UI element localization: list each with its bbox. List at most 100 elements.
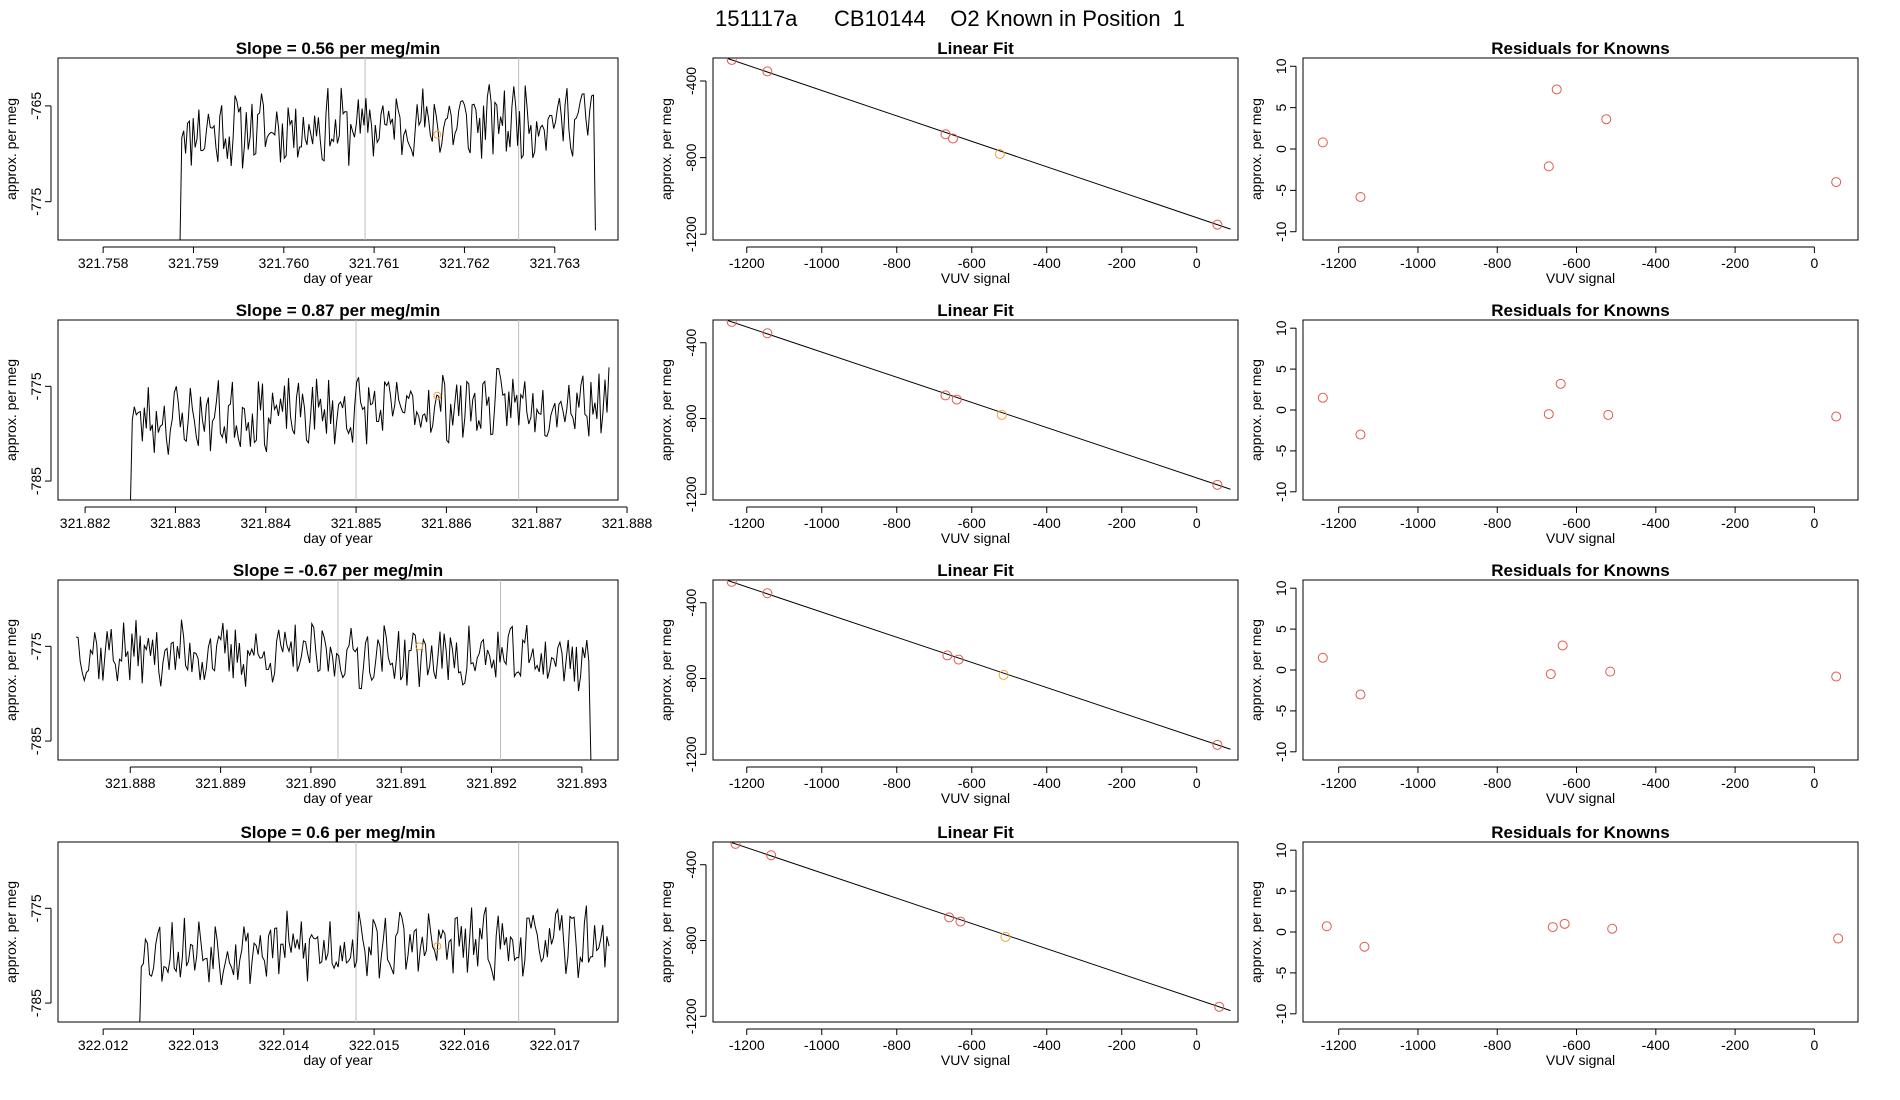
x-tick-label: 0: [1810, 775, 1818, 791]
x-tick-label: -1200: [1321, 775, 1357, 791]
x-tick-label: 321.758: [78, 255, 129, 271]
plot-area: [726, 320, 1231, 490]
plot-frame: [1302, 319, 1859, 501]
highlight-point: [998, 669, 1009, 680]
plot-frame: [57, 841, 619, 1023]
y-tick-label: -775: [28, 894, 44, 922]
signal-trace: [139, 905, 610, 1022]
data-point: [1831, 411, 1842, 422]
x-tick-label: 322.014: [259, 1037, 310, 1053]
x-axis-label: VUV signal: [1546, 270, 1615, 286]
x-tick-label: -1200: [729, 255, 765, 271]
data-point: [1317, 137, 1328, 148]
y-tick-label: -400: [683, 589, 699, 617]
plot-area: [1317, 378, 1842, 440]
plot-area: [179, 58, 596, 240]
y-tick-label: -5: [1273, 966, 1289, 979]
panel-title: Residuals for Knowns: [1491, 561, 1670, 580]
highlight-point: [433, 391, 442, 400]
highlight-point: [415, 642, 424, 651]
x-tick-label: -1200: [729, 775, 765, 791]
time-series-panel-row-2: Slope = 0.87 per meg/min 321.882 321.883 32…: [3, 301, 653, 546]
data-point: [942, 650, 953, 661]
x-tick-label: -200: [1721, 515, 1749, 531]
x-tick-label: -400: [1642, 515, 1670, 531]
x-axis-label: VUV signal: [941, 1052, 1010, 1068]
data-point: [726, 320, 737, 327]
data-point: [1317, 652, 1328, 663]
x-tick-label: 322.016: [439, 1037, 490, 1053]
plot-frame: [712, 57, 1239, 241]
x-tick-label: 321.761: [349, 255, 400, 271]
data-point: [944, 912, 955, 923]
panel-title: Linear Fit: [937, 301, 1014, 320]
linear-fit-panel-row-1: Linear Fit -1200 -1000 -800 -600 -400 -200 0 VUV…: [658, 39, 1239, 286]
x-tick-label: 321.763: [529, 255, 580, 271]
panel-title: Slope = 0.87 per meg/min: [236, 301, 441, 320]
residuals-panel-row-2: Residuals for Knowns-1200 -1000 -800 -600 -4…: [1248, 301, 1859, 546]
x-tick-label: -600: [958, 515, 986, 531]
data-point: [940, 390, 951, 401]
plot-area: [726, 58, 1231, 230]
signal-trace: [179, 84, 596, 240]
y-tick-label: -800: [683, 926, 699, 954]
y-tick-label: -5: [1273, 444, 1289, 457]
x-tick-label: 321.889: [195, 775, 246, 791]
x-tick-label: 321.759: [168, 255, 219, 271]
x-tick-label: -400: [1642, 1037, 1670, 1053]
linear-fit-panel-row-3: Linear Fit -1200 -1000 -800 -600 -400 -200 0 VUV…: [658, 561, 1239, 806]
y-tick-label: 0: [1273, 145, 1289, 153]
y-tick-label: -400: [683, 329, 699, 357]
x-tick-label: 0: [1193, 775, 1201, 791]
x-tick-label: -800: [1483, 515, 1511, 531]
x-tick-label: 321.893: [557, 775, 608, 791]
data-point: [955, 916, 966, 927]
x-tick-label: -400: [1033, 255, 1061, 271]
data-point: [1555, 378, 1566, 389]
data-point: [762, 588, 773, 599]
highlight-point: [996, 409, 1007, 420]
x-tick-label: 321.882: [60, 515, 111, 531]
x-tick-label: 322.017: [529, 1037, 580, 1053]
plot-frame: [1302, 57, 1859, 241]
x-tick-label: 0: [1810, 1037, 1818, 1053]
x-tick-label: -200: [1108, 775, 1136, 791]
data-point: [1355, 191, 1366, 202]
x-tick-label: 321.883: [150, 515, 201, 531]
fit-line: [727, 320, 1231, 490]
x-tick-label: -1200: [1321, 515, 1357, 531]
y-tick-label: -785: [28, 727, 44, 755]
y-tick-label: -10: [1273, 481, 1289, 501]
panel-title: Residuals for Knowns: [1491, 823, 1670, 842]
y-tick-label: -1200: [683, 476, 699, 512]
x-tick-label: 321.888: [602, 515, 653, 531]
panel-title: Residuals for Knowns: [1491, 301, 1670, 320]
y-tick-label: -10: [1273, 1003, 1289, 1023]
x-axis-label: VUV signal: [941, 270, 1010, 286]
x-tick-label: 322.015: [349, 1037, 400, 1053]
panel-title: Slope = -0.67 per meg/min: [233, 561, 443, 580]
plot-frame: [1302, 579, 1859, 761]
signal-trace: [130, 367, 610, 500]
x-tick-label: -200: [1721, 255, 1749, 271]
y-axis-label: approx. per meg: [3, 619, 19, 721]
x-axis-label: VUV signal: [1546, 530, 1615, 546]
x-tick-label: -1000: [1400, 1037, 1436, 1053]
y-axis-label: approx. per meg: [1248, 881, 1264, 983]
x-tick-label: -800: [883, 1037, 911, 1053]
x-tick-label: 321.760: [259, 255, 310, 271]
y-axis-label: approx. per meg: [658, 619, 674, 721]
x-tick-label: -800: [1483, 1037, 1511, 1053]
data-point: [730, 842, 741, 849]
y-tick-label: 10: [1273, 58, 1289, 74]
x-tick-label: 0: [1193, 1037, 1201, 1053]
x-tick-label: -1200: [729, 1037, 765, 1053]
plot-frame: [712, 319, 1239, 501]
panel-title: Linear Fit: [937, 823, 1014, 842]
plot-frame: [57, 319, 619, 501]
highlight-point: [433, 942, 442, 951]
x-axis-label: day of year: [303, 530, 373, 546]
x-tick-label: -600: [1563, 775, 1591, 791]
x-tick-label: -800: [1483, 775, 1511, 791]
x-tick-label: -800: [883, 515, 911, 531]
